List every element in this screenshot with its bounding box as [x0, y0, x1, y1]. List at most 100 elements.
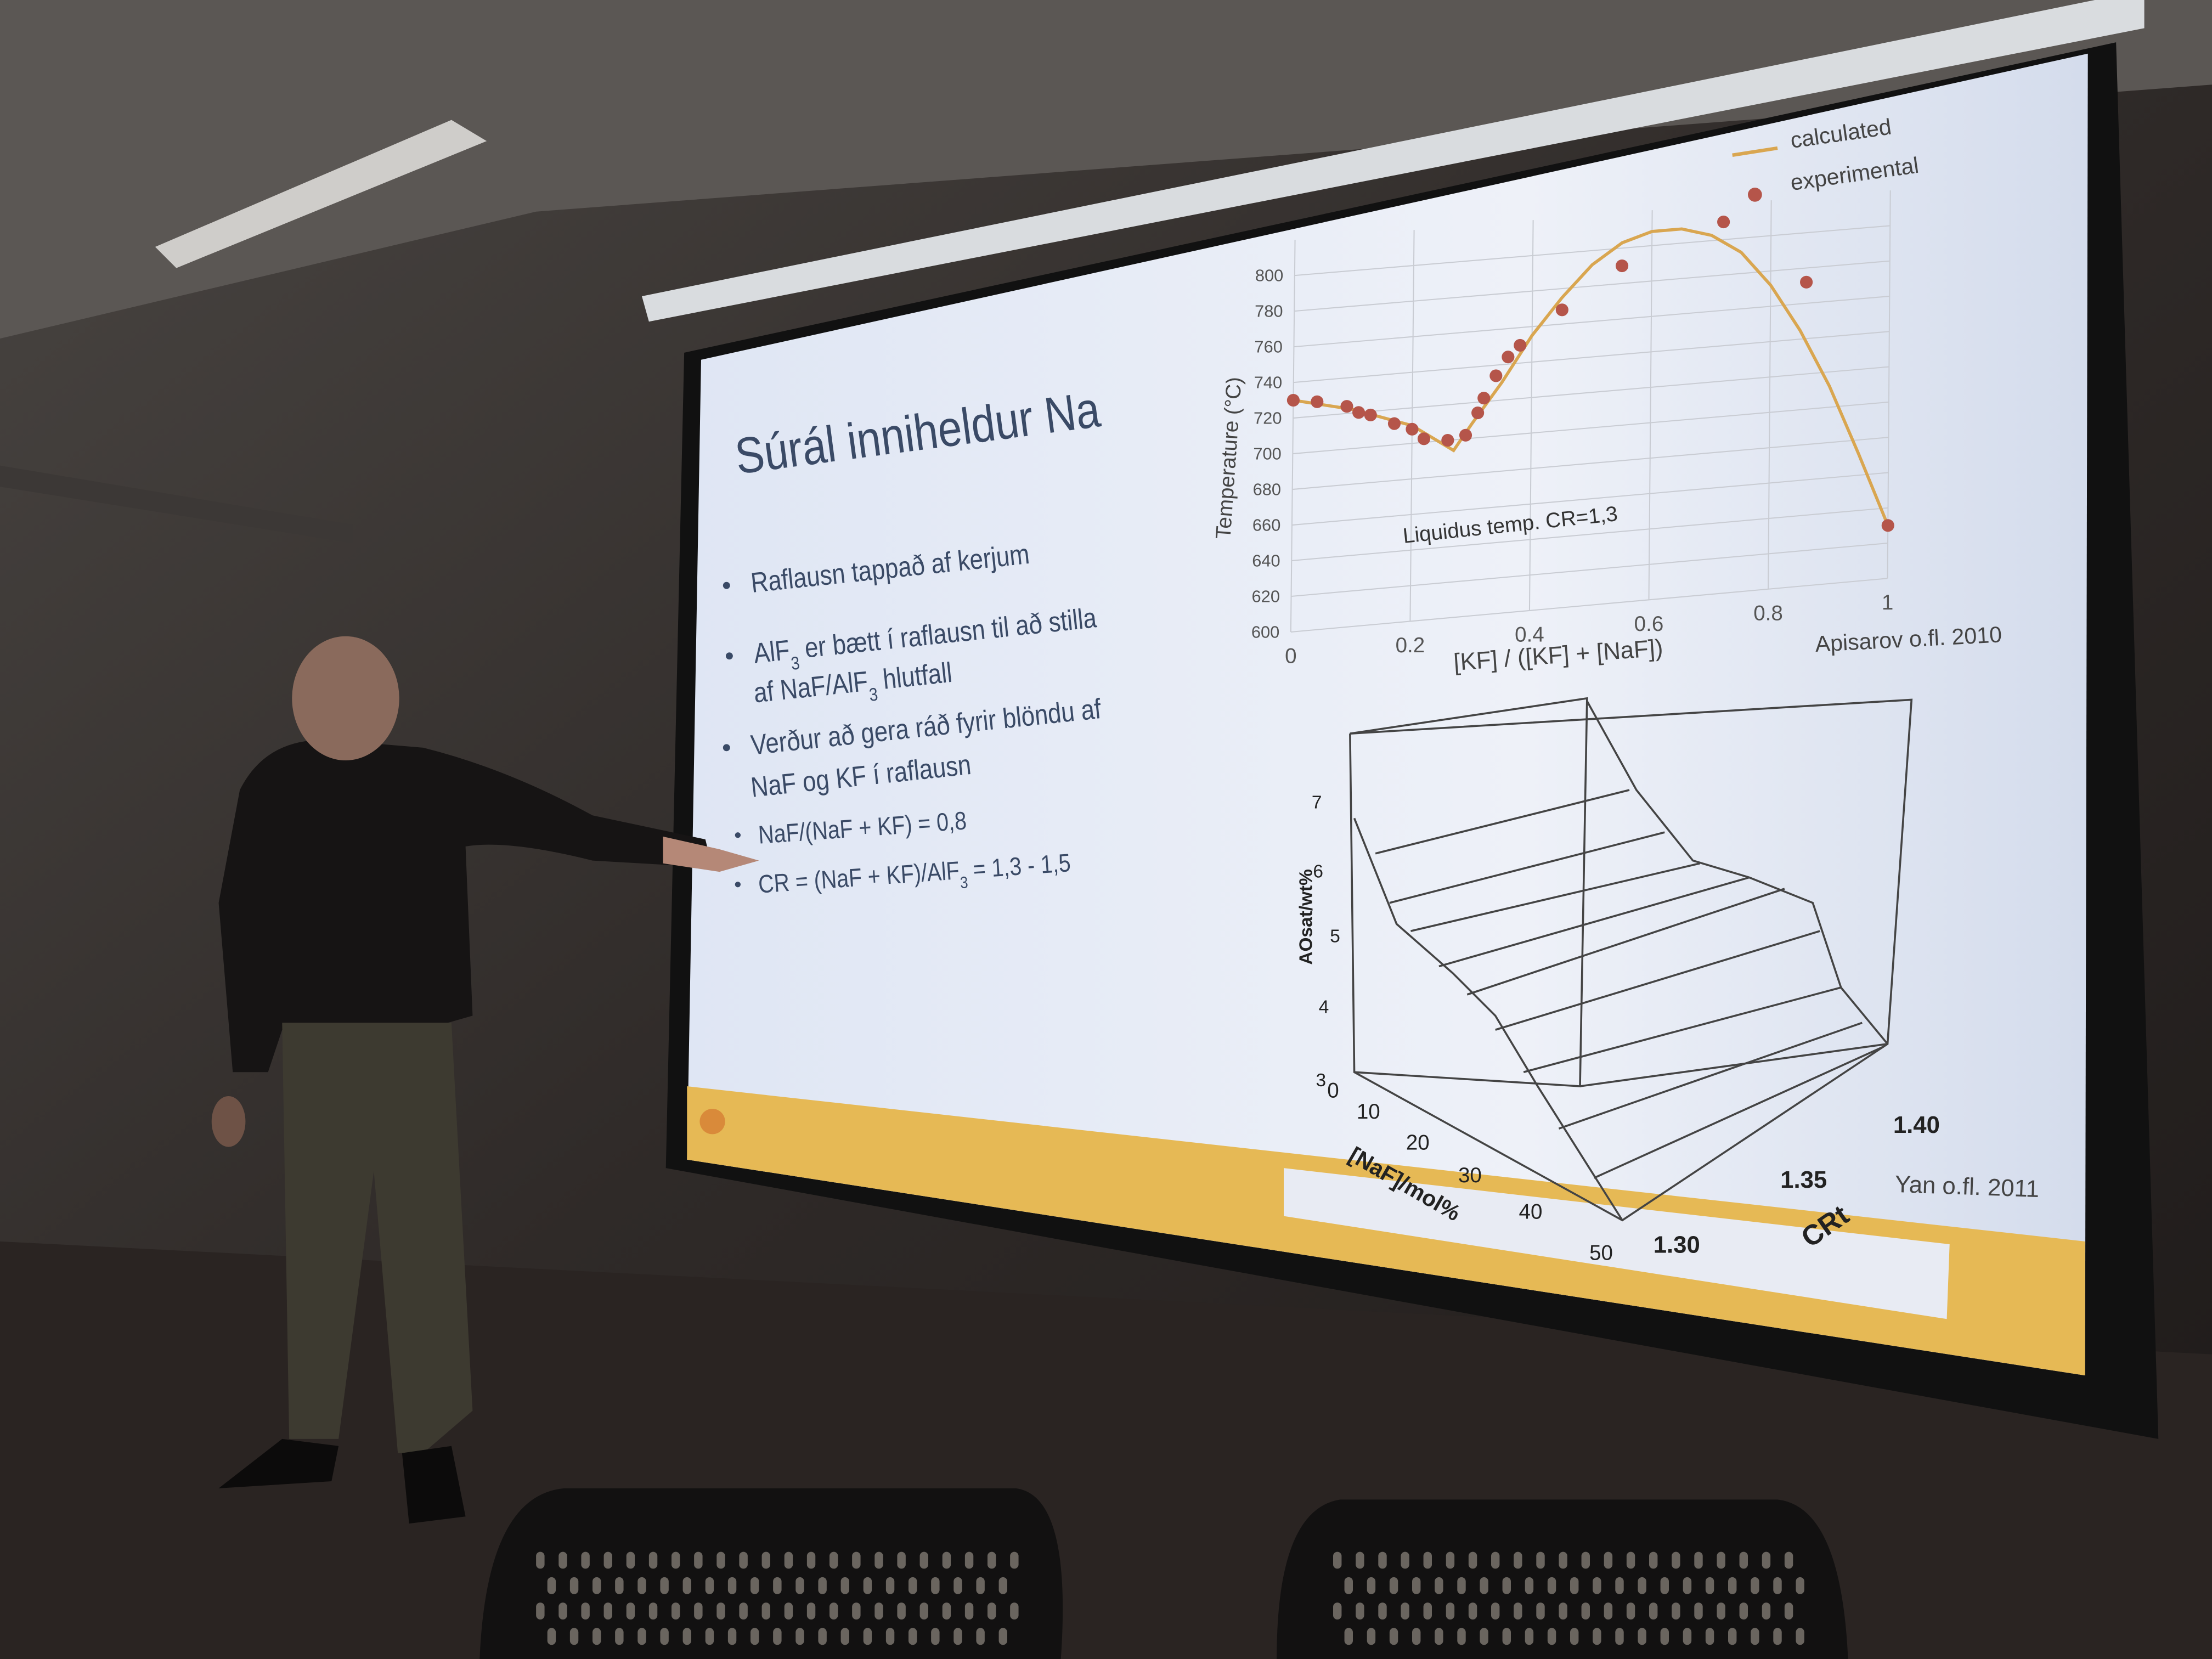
chair-hole — [1356, 1602, 1364, 1620]
point — [1459, 428, 1472, 442]
chair-hole — [1570, 1577, 1579, 1594]
chair-hole — [964, 1602, 974, 1620]
chair-hole — [840, 1628, 849, 1645]
point — [1514, 338, 1527, 352]
point — [1800, 275, 1813, 289]
grid-line — [1291, 472, 1889, 526]
chair-hole — [626, 1602, 635, 1620]
x-tick-label: 1 — [1882, 591, 1893, 614]
chair-hole — [1784, 1602, 1793, 1620]
chair-hole — [964, 1551, 974, 1569]
chair-hole — [953, 1628, 962, 1645]
chair-hole — [988, 1602, 996, 1620]
chair-hole — [919, 1602, 928, 1620]
point — [1477, 392, 1491, 405]
chair-hole — [1423, 1602, 1432, 1620]
chair-hole — [569, 1577, 579, 1594]
y-tick-label: 780 — [1255, 301, 1283, 320]
y-tick-label: 640 — [1252, 551, 1280, 570]
x-tick-label: 0 — [1327, 1079, 1339, 1103]
chair-hole — [1333, 1602, 1342, 1620]
chair-hole — [1547, 1628, 1556, 1645]
chair-hole — [1547, 1577, 1556, 1594]
chair-hole — [694, 1602, 703, 1620]
chair-hole — [1367, 1628, 1376, 1645]
z-tick-label: 5 — [1330, 927, 1340, 947]
chair-hole — [976, 1577, 985, 1594]
text-run: AlF — [752, 635, 791, 670]
surface-mesh — [1495, 930, 1820, 1031]
chair-hole — [1525, 1628, 1534, 1645]
chair-hole — [919, 1551, 928, 1569]
plot-box-back — [1350, 697, 1588, 1087]
chair-hole — [694, 1551, 703, 1569]
chair-hole — [637, 1577, 646, 1594]
chair-hole — [1615, 1628, 1624, 1645]
point — [1352, 406, 1365, 419]
chair-hole — [558, 1602, 567, 1620]
chair-hole — [1796, 1577, 1804, 1594]
chair-hole — [727, 1577, 737, 1594]
surface-mesh — [1523, 986, 1842, 1074]
chair-hole — [1446, 1551, 1455, 1569]
chair-hole — [885, 1628, 895, 1645]
grid-line — [1648, 210, 1653, 600]
point — [1340, 400, 1353, 413]
chair-hole — [909, 1628, 917, 1645]
chair-hole — [648, 1602, 658, 1620]
chair-hole — [637, 1628, 646, 1645]
chair-hole — [1694, 1551, 1703, 1569]
chair-hole — [942, 1602, 951, 1620]
grid-line — [1294, 260, 1890, 312]
plot-box-floor — [1579, 1043, 1888, 1087]
chair-hole — [1660, 1628, 1669, 1645]
chair-hole — [1423, 1551, 1432, 1569]
chair-hole — [1559, 1551, 1567, 1569]
point — [1615, 259, 1629, 273]
chair-hole — [1683, 1577, 1692, 1594]
chair-hole — [1468, 1602, 1477, 1620]
chair-hole — [1739, 1551, 1748, 1569]
screen-housing — [642, 0, 2145, 322]
logo — [699, 1109, 725, 1135]
chair-hole — [1389, 1628, 1398, 1645]
chair-hole — [874, 1602, 883, 1620]
chair-hole — [863, 1577, 872, 1594]
grid-line — [1293, 331, 1889, 383]
chair-hole — [1435, 1628, 1443, 1645]
chair-hole — [603, 1551, 612, 1569]
y-tick-label: 800 — [1255, 266, 1283, 285]
grid-line — [1293, 366, 1889, 419]
chair-hole — [581, 1551, 590, 1569]
chair-hole — [1784, 1551, 1793, 1569]
point — [1387, 417, 1401, 430]
chair-hole — [988, 1551, 996, 1569]
chair-hole — [1491, 1551, 1500, 1569]
chair-hole — [648, 1551, 658, 1569]
grid-line — [1294, 225, 1891, 276]
chair-hole — [558, 1551, 567, 1569]
chair-hole — [547, 1628, 556, 1645]
chair-hole — [840, 1577, 849, 1594]
chair-hole — [751, 1577, 759, 1594]
chair-hole — [1378, 1602, 1387, 1620]
chair-hole — [1367, 1577, 1376, 1594]
legend-swatch — [1732, 146, 1778, 157]
chair-hole — [1717, 1602, 1725, 1620]
chair-hole — [1672, 1551, 1680, 1569]
chair-hole — [1010, 1602, 1019, 1620]
chair-hole — [885, 1577, 895, 1594]
y-tick-label: 660 — [1252, 515, 1280, 534]
surface-mesh — [1558, 1022, 1863, 1130]
chair-hole — [581, 1602, 590, 1620]
chairs — [479, 1488, 1848, 1659]
chair-hole — [1705, 1628, 1714, 1645]
chair-hole — [1525, 1577, 1534, 1594]
chair-hole — [1683, 1628, 1692, 1645]
chair-hole — [1457, 1577, 1466, 1594]
z-axis-title: AOsat/wt% — [1296, 869, 1316, 965]
chair-hole — [1751, 1577, 1759, 1594]
chair-hole — [1626, 1551, 1635, 1569]
chair-hole — [615, 1628, 624, 1645]
x-tick-label: 30 — [1458, 1164, 1482, 1187]
